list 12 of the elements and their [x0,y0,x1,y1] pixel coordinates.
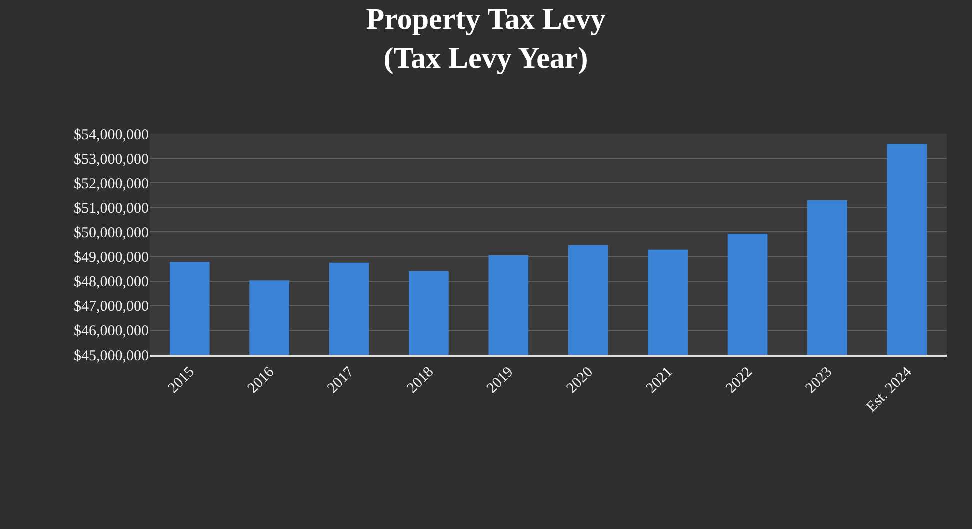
y-tick-label: $51,000,000 [74,200,149,217]
y-tick-label: $52,000,000 [74,176,149,192]
y-tick-label: $47,000,000 [74,299,149,316]
y-tick-label: $49,000,000 [74,250,149,266]
y-tick-label: $45,000,000 [74,348,149,364]
y-tick-label: $54,000,000 [74,127,149,144]
chart-title: Property Tax Levy (Tax Levy Year) [366,3,606,76]
x-tick-label: 2021 [644,364,676,397]
y-tick-label: $50,000,000 [74,225,149,242]
y-tick-label: $48,000,000 [74,274,149,291]
y-tick-label: $46,000,000 [74,324,149,340]
y-tick-label: $53,000,000 [74,152,149,168]
